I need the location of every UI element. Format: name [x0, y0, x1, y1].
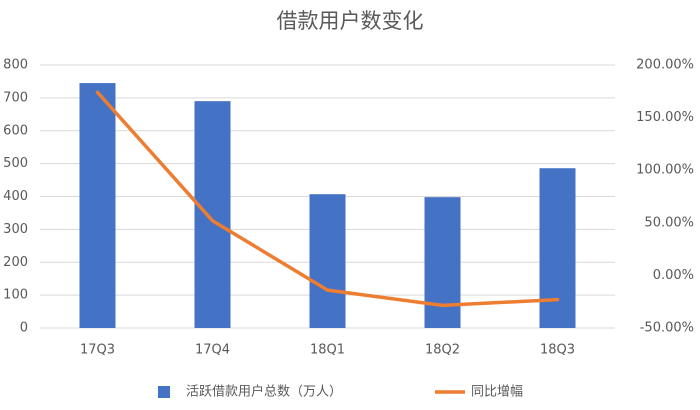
- x-tick-label: 18Q1: [310, 343, 345, 358]
- bar: [194, 101, 231, 328]
- legend-label: 活跃借款用户总数（万人）: [186, 384, 342, 400]
- y-tick-label: 300: [3, 222, 28, 237]
- y2-tick-label: 0.00%: [653, 268, 694, 283]
- y-tick-label: 400: [3, 189, 28, 204]
- x-tick-label: 17Q4: [195, 343, 230, 358]
- x-tick-label: 18Q2: [425, 343, 460, 358]
- legend-label: 同比增幅: [471, 385, 523, 400]
- y2-tick-label: 50.00%: [644, 215, 694, 230]
- y-tick-label: 100: [3, 288, 28, 303]
- y-tick-label: 700: [3, 90, 28, 105]
- legend-swatch: [158, 386, 170, 398]
- y-tick-label: 0: [20, 321, 28, 336]
- y-tick-label: 500: [3, 156, 28, 171]
- bar: [539, 168, 576, 328]
- bar: [424, 197, 461, 328]
- y2-tick-label: 150.00%: [636, 110, 694, 125]
- bar: [309, 194, 346, 328]
- chart-title: 借款用户数变化: [277, 9, 424, 33]
- y2-tick-label: 200.00%: [636, 58, 694, 73]
- x-tick-label: 18Q3: [540, 343, 575, 358]
- y-tick-label: 600: [3, 123, 28, 138]
- x-tick-label: 17Q3: [80, 343, 115, 358]
- bar: [79, 83, 116, 328]
- y-tick-label: 200: [3, 255, 28, 270]
- y2-tick-label: -50.00%: [640, 321, 694, 336]
- y2-tick-label: 100.00%: [636, 163, 694, 178]
- line: [95, 90, 560, 308]
- y-tick-label: 800: [3, 58, 28, 73]
